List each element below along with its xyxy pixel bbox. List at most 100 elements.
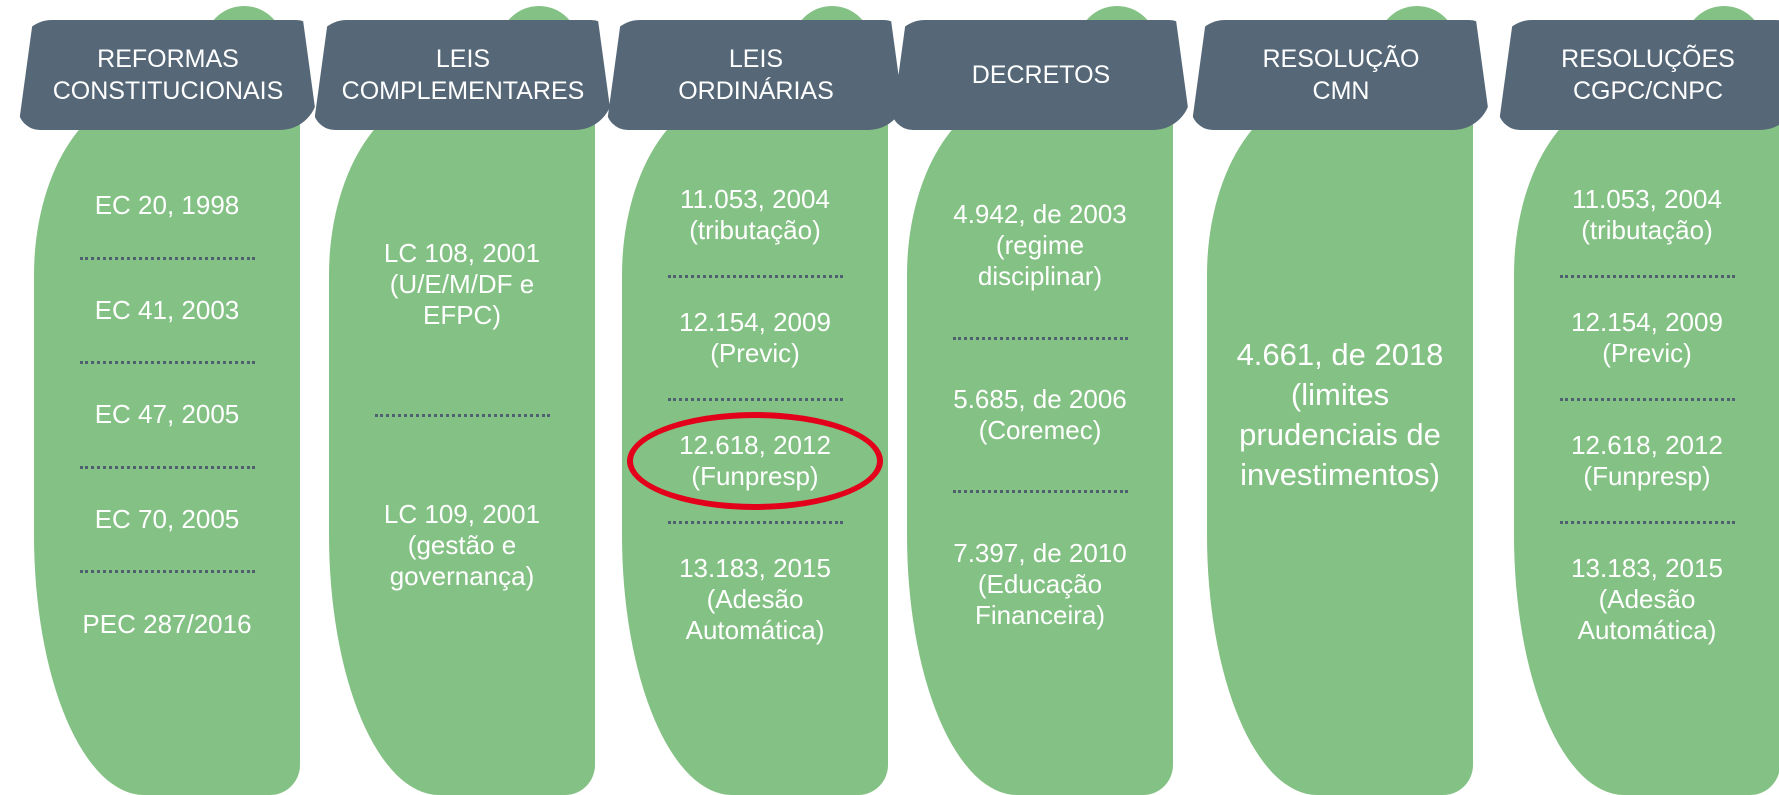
item-line: Automática) [685,615,825,645]
separator [79,361,255,365]
item-line: (U/E/M/DF e [389,268,535,299]
item-line: (Adesão [1598,584,1696,614]
item-line: LC 108, 2001 [383,237,541,268]
separator [952,336,1128,340]
item-line: governança) [389,561,535,592]
item: LC 109, 2001 (gestão e governança) [384,499,540,592]
column-header: LEIS COMPLEMENTARES [313,20,613,130]
header-line: COMPLEMENTARES [341,77,585,105]
header-line: RESOLUÇÕES [1561,45,1735,73]
column-header: RESOLUÇÕES CGPC/CNPC [1498,20,1779,130]
item: PEC 287/2016 [82,609,251,640]
item: 12.618, 2012 (Funpresp) [1571,430,1723,492]
column: 4.661, de 2018 (limites prudenciais de inve… [1185,0,1491,795]
item-line: PEC 287/2016 [82,608,252,639]
column-header: DECRETOS [891,20,1191,130]
column-body: LC 108, 2001 (U/E/M/DF e EFPC) LC 109, 2001… [329,95,595,795]
item-line: (Previc) [1602,338,1692,368]
item-line: (Coremec) [978,414,1102,445]
item: EC 47, 2005 [95,399,240,430]
header-line: CMN [1312,77,1370,105]
header-line: REFORMAS [97,45,239,73]
item: EC 41, 2003 [95,295,240,326]
separator [79,570,255,574]
item-line: (Adesão [706,584,804,614]
item: 5.685, de 2006 (Coremec) [953,384,1127,446]
column-body: EC 20, 1998 EC 41, 2003 EC 47, 2005 EC 70, … [34,95,300,795]
item-line: 11.053, 2004 [1572,184,1722,214]
item: 11.053, 2004 (tributação) [680,184,830,246]
column: 11.053, 2004 (tributação) 12.154, 2009 (Pre… [1492,0,1779,795]
item: EC 20, 1998 [95,190,240,221]
column-body: 4.661, de 2018 (limites prudenciais de inve… [1207,95,1473,795]
item-line: (gestão e [407,530,517,561]
column-header: REFORMAS CONSTITUCIONAIS [18,20,318,130]
item: 12.154, 2009 (Previc) [1571,307,1723,369]
item-line: (regime [995,230,1085,261]
item-line: (Funpresp) [691,461,819,491]
separator [1559,398,1735,401]
column-body: 11.053, 2004 (tributação) 12.154, 2009 (Pre… [1514,95,1779,795]
item-line: investimentos) [1240,457,1440,492]
header-line: CGPC/CNPC [1572,77,1723,105]
separator [1559,275,1735,278]
header-line: ORDINÁRIAS [678,77,834,105]
item-line: EC 20, 1998 [94,190,240,221]
column-body: 4.942, de 2003 (regime disciplinar) 5.685, … [907,95,1173,795]
item-line: EC 47, 2005 [94,399,240,430]
item: 13.183, 2015 (Adesão Automática) [679,553,831,646]
item-line: (tributação) [689,215,821,245]
item-line: LC 109, 2001 [383,499,541,530]
item-line: 13.183, 2015 [1571,553,1723,583]
header-line: LEIS [728,45,784,73]
item-line: 5.685, de 2006 [953,383,1127,414]
item-line: (Educação [977,568,1103,599]
header-line: LEIS [435,45,491,73]
column-body: 11.053, 2004 (tributação) 12.154, 2009 (Pre… [622,95,888,795]
item-line: (Previc) [710,338,800,368]
item-line: EFPC) [422,299,501,330]
item-line: Automática) [1577,615,1717,645]
item-line: 13.183, 2015 [679,553,831,583]
item-line: 4.942, de 2003 [953,199,1127,230]
item-line: EC 70, 2005 [94,504,240,535]
separator [79,256,255,260]
item-line: (Funpresp) [1583,461,1711,491]
item-line: 7.397, de 2010 [953,537,1127,568]
item-line: prudenciais de [1239,417,1441,452]
column-header: LEIS ORDINÁRIAS [606,20,906,130]
separator [374,413,550,417]
item: 7.397, de 2010 (Educação Financeira) [953,538,1127,631]
item-line: 4.661, de 2018 [1236,337,1444,372]
item-line: 12.618, 2012 [679,430,831,460]
item: LC 108, 2001 (U/E/M/DF e EFPC) [384,238,540,331]
header-line: DECRETOS [971,61,1111,89]
column: LC 108, 2001 (U/E/M/DF e EFPC) LC 109, 2001… [307,0,613,795]
item: EC 70, 2005 [95,504,240,535]
header-line: CONSTITUCIONAIS [52,77,284,105]
header-line: RESOLUÇÃO [1262,45,1420,73]
separator [1559,521,1735,524]
item-line: 12.154, 2009 [1571,307,1723,337]
separator [667,521,843,524]
item-line: (tributação) [1581,215,1713,245]
item: 12.154, 2009 (Previc) [679,307,831,369]
item-line: Financeira) [974,599,1106,630]
item: 4.942, de 2003 (regime disciplinar) [953,199,1127,292]
item-line: 12.154, 2009 [679,307,831,337]
column: 4.942, de 2003 (regime disciplinar) 5.685, … [885,0,1191,795]
item: 11.053, 2004 (tributação) [1572,184,1722,246]
item-line: (limites [1290,377,1390,412]
separator [667,275,843,278]
separator [667,398,843,401]
separator [952,490,1128,494]
item: 13.183, 2015 (Adesão Automática) [1571,553,1723,646]
item: 4.661, de 2018 (limites prudenciais de inve… [1237,335,1444,495]
item-line: 12.618, 2012 [1571,430,1723,460]
separator [79,465,255,469]
column-header: RESOLUÇÃO CMN [1191,20,1491,130]
item-line: disciplinar) [977,261,1103,292]
item-line: EC 41, 2003 [94,294,240,325]
column: 11.053, 2004 (tributação) 12.154, 2009 (Pre… [600,0,906,795]
item: 12.618, 2012 (Funpresp) [627,412,883,510]
